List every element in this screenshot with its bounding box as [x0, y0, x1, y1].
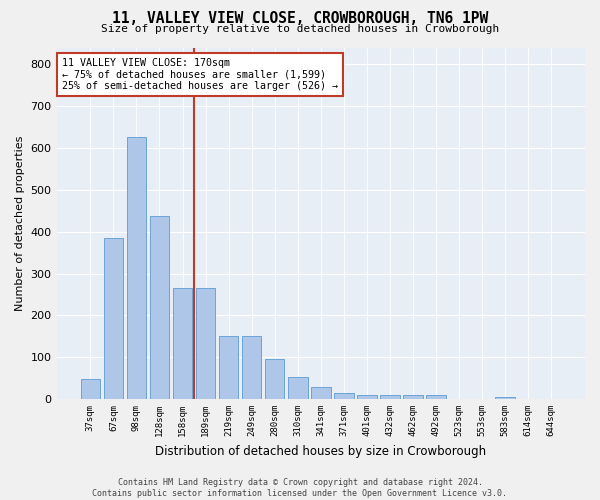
Text: 11, VALLEY VIEW CLOSE, CROWBOROUGH, TN6 1PW: 11, VALLEY VIEW CLOSE, CROWBOROUGH, TN6 … — [112, 11, 488, 26]
Bar — [426, 395, 446, 399]
Bar — [242, 336, 262, 399]
Bar — [104, 238, 123, 399]
Bar — [196, 288, 215, 399]
Text: Contains HM Land Registry data © Crown copyright and database right 2024.
Contai: Contains HM Land Registry data © Crown c… — [92, 478, 508, 498]
Bar — [149, 216, 169, 399]
X-axis label: Distribution of detached houses by size in Crowborough: Distribution of detached houses by size … — [155, 444, 487, 458]
Text: 11 VALLEY VIEW CLOSE: 170sqm
← 75% of detached houses are smaller (1,599)
25% of: 11 VALLEY VIEW CLOSE: 170sqm ← 75% of de… — [62, 58, 338, 91]
Bar — [403, 395, 423, 399]
Bar — [265, 360, 284, 399]
Bar — [334, 393, 353, 399]
Bar — [173, 288, 193, 399]
Bar — [80, 379, 100, 399]
Text: Size of property relative to detached houses in Crowborough: Size of property relative to detached ho… — [101, 24, 499, 34]
Bar — [496, 397, 515, 399]
Y-axis label: Number of detached properties: Number of detached properties — [15, 136, 25, 311]
Bar — [380, 395, 400, 399]
Bar — [127, 138, 146, 399]
Bar — [357, 395, 377, 399]
Bar — [219, 336, 238, 399]
Bar — [311, 388, 331, 399]
Bar — [288, 378, 308, 399]
